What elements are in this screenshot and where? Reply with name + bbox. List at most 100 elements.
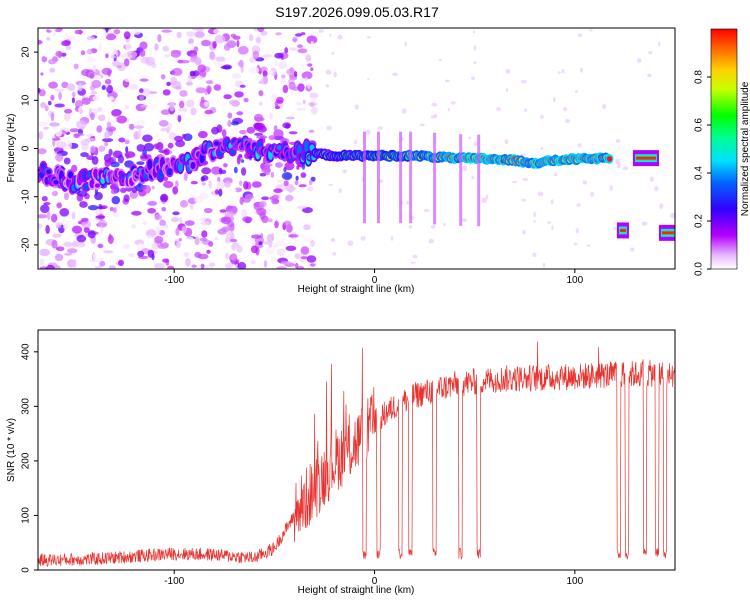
noise-blob — [286, 224, 293, 233]
noise-blob — [306, 186, 314, 192]
noise-blob — [73, 259, 77, 268]
noise-blob — [423, 209, 430, 213]
noise-blob — [551, 224, 554, 231]
track-blob — [147, 159, 153, 171]
noise-blob — [286, 68, 296, 76]
noise-blob — [80, 152, 89, 158]
noise-blob — [300, 256, 308, 260]
noise-blob — [137, 250, 145, 257]
noise-blob — [97, 106, 103, 113]
noise-blob — [431, 102, 438, 107]
noise-blob — [125, 146, 129, 153]
noise-blob — [447, 107, 450, 112]
noise-blob — [284, 47, 289, 54]
noise-blob — [106, 84, 113, 94]
noise-blob — [462, 165, 468, 172]
noise-blob — [293, 71, 298, 77]
noise-blob — [128, 123, 135, 130]
noise-blob — [266, 208, 272, 215]
noise-blob — [208, 241, 214, 247]
noise-blob — [179, 90, 188, 97]
noise-blob — [158, 137, 164, 143]
noise-blob — [61, 40, 71, 47]
noise-blob — [81, 217, 89, 222]
y-tick-label: 100 — [21, 507, 32, 524]
noise-blob — [102, 138, 114, 143]
noise-blob — [143, 142, 154, 152]
y-tick-label: 200 — [21, 452, 32, 469]
noise-blob — [504, 139, 509, 145]
noise-blob — [231, 73, 241, 79]
noise-blob — [38, 39, 43, 45]
noise-blob — [157, 225, 167, 229]
y-tick-label: -10 — [21, 189, 32, 204]
noise-blob — [45, 224, 50, 234]
noise-blob — [532, 252, 537, 257]
noise-blob — [328, 183, 333, 186]
noise-blob — [576, 203, 581, 207]
noise-blob — [229, 238, 238, 243]
noise-blob — [201, 96, 205, 104]
noise-blob — [304, 77, 309, 82]
noise-blob — [184, 236, 195, 242]
noise-blob — [390, 236, 394, 241]
noise-blob — [236, 111, 244, 116]
noise-blob — [51, 190, 59, 197]
noise-blob — [158, 149, 168, 153]
noise-blob — [271, 93, 278, 102]
noise-blob — [97, 114, 106, 122]
noise-blob — [481, 197, 487, 203]
y-tick-label: -20 — [21, 237, 32, 252]
noise-blob — [52, 137, 61, 141]
noise-blob — [609, 185, 613, 192]
noise-blob — [288, 234, 298, 238]
noise-blob — [292, 36, 298, 42]
track-blob — [94, 183, 101, 188]
noise-blob — [48, 81, 58, 89]
noise-blob — [299, 63, 308, 67]
noise-blob — [267, 218, 273, 223]
noise-blob — [214, 236, 218, 241]
noise-blob — [309, 263, 316, 267]
noise-blob — [253, 113, 264, 122]
noise-blob — [542, 262, 546, 268]
noise-blob — [377, 126, 384, 130]
streak — [433, 132, 437, 225]
colorbar-label: Normalized spectral amplitude — [740, 81, 750, 216]
noise-blob — [97, 219, 108, 228]
noise-blob — [412, 254, 418, 259]
spectrogram-background — [38, 28, 675, 269]
noise-blob — [297, 44, 303, 48]
noise-blob — [338, 188, 342, 194]
x-tick-label: 0 — [372, 576, 378, 587]
noise-blob — [158, 120, 169, 127]
noise-blob — [49, 67, 56, 73]
noise-blob — [111, 182, 119, 190]
noise-blob — [641, 221, 648, 226]
noise-blob — [107, 235, 114, 244]
noise-blob — [142, 134, 153, 142]
noise-blob — [239, 129, 247, 135]
noise-blob — [201, 182, 206, 186]
y-tick-label: 10 — [21, 94, 32, 106]
snr-y-label: SNR (10 * v/v) — [6, 418, 17, 482]
noise-blob — [209, 52, 216, 61]
noise-blob — [194, 196, 204, 204]
noise-blob — [153, 144, 163, 148]
noise-blob — [147, 249, 155, 258]
noise-blob — [648, 51, 653, 55]
noise-blob — [39, 248, 51, 257]
noise-blob — [268, 112, 274, 121]
noise-blob — [59, 208, 70, 217]
noise-blob — [52, 139, 56, 147]
noise-blob — [224, 262, 234, 269]
noise-blob — [147, 208, 157, 214]
noise-blob — [109, 120, 117, 124]
noise-blob — [136, 243, 146, 249]
noise-blob — [296, 102, 302, 106]
noise-blob — [522, 230, 526, 235]
noise-blob — [209, 262, 216, 267]
noise-blob — [622, 166, 629, 171]
noise-blob — [46, 211, 51, 220]
noise-blob — [118, 259, 124, 266]
